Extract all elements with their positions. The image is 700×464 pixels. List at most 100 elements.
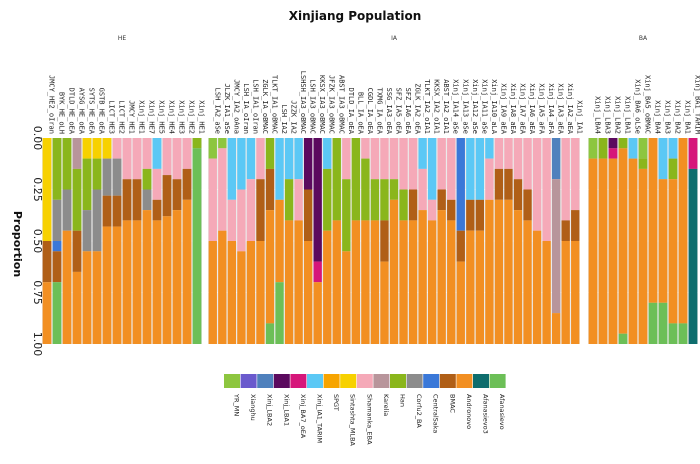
bar-SFZ_IA6_oEA bbox=[399, 138, 408, 344]
bar-ABST_IA3_oBMAC bbox=[332, 138, 341, 344]
bar-Xinj_LBA1 bbox=[618, 138, 628, 344]
sample-label: Xinj_HE1 bbox=[138, 100, 146, 134]
bar-segment-Shamanka_EBA bbox=[246, 179, 256, 241]
bar-LICT_HE3 bbox=[102, 138, 112, 344]
bar-segment-Andronovo bbox=[351, 220, 361, 344]
bar-segment-Andronovo bbox=[132, 220, 142, 344]
bar-segment-Xinj_IA1_TARIM bbox=[475, 138, 485, 200]
sample-label: Xinj_IA12_aSe bbox=[471, 79, 479, 134]
bar-segment-Andronovo bbox=[62, 230, 72, 344]
bar-segment-Xinj_IA1_TARIM bbox=[284, 138, 294, 180]
bar-segment-Andronovo bbox=[427, 220, 437, 344]
bar-segment-Shamanka_EBA bbox=[532, 138, 542, 231]
bar-segment-Andronovo bbox=[504, 199, 513, 344]
bar-segment-Han bbox=[265, 138, 275, 169]
legend-swatch bbox=[273, 374, 290, 388]
bar-segment-BMAC bbox=[172, 179, 182, 211]
bar-segment-Andronovo bbox=[408, 220, 418, 344]
bar-segment-Corfu2_BA bbox=[52, 199, 62, 241]
sample-label: SFZ_IA5_oEA bbox=[395, 88, 403, 135]
bar-segment-Han bbox=[598, 138, 608, 159]
bar-segment-Corfu2_BA bbox=[102, 158, 112, 196]
sample-label: SFZ_IA6_oEA bbox=[404, 88, 412, 135]
bar-segment-Shamanka_EBA bbox=[380, 138, 389, 180]
bar-segment-Andronovo bbox=[102, 226, 112, 344]
chart-title: Xinjiang Population bbox=[289, 9, 422, 23]
bar-segment-BMAC bbox=[513, 179, 523, 211]
bar-segment-Shamanka_EBA bbox=[152, 168, 162, 200]
bar-segment-Andronovo bbox=[284, 220, 294, 344]
bar-segment-Shamanka_EBA bbox=[294, 179, 303, 221]
sample-label: JFZK_IA3_oBMAC bbox=[328, 75, 336, 134]
bar-ZGLK_IA_oBMAC bbox=[256, 138, 265, 344]
bar-JFZK_IA3_oBMAC bbox=[323, 138, 332, 344]
bar-segment-Afanasievo bbox=[678, 323, 688, 344]
bar-segment-Xinj_IA1_TARIM bbox=[323, 138, 332, 169]
sample-label: DTLD_IA_oEA bbox=[347, 88, 355, 135]
bar-Xinj_IA11_aSe bbox=[475, 138, 485, 344]
bar-segment-Xinj_BA7_oEA bbox=[688, 138, 698, 169]
sample-label: Xinj_BA6_oLSe bbox=[634, 79, 642, 134]
bar-segment-BMAC bbox=[303, 189, 313, 241]
bar-segment-Shamanka_EBA bbox=[561, 138, 570, 221]
sample-label: Xinj_IA13_aSe bbox=[461, 79, 469, 134]
bar-SYTS_HE_oEA bbox=[82, 138, 92, 344]
bar-segment-Andronovo bbox=[227, 241, 237, 344]
bar-segment-Andronovo bbox=[323, 230, 332, 344]
bar-segment-Sintashta_MLBA bbox=[42, 138, 52, 241]
sample-label: ABST_IA2_oIA1 bbox=[442, 79, 450, 134]
bar-segment-Xinj_IA1_TARIM bbox=[668, 138, 678, 159]
bar-segment-Corfu2_BA bbox=[92, 189, 102, 252]
bar-segment-Shamanka_EBA bbox=[513, 138, 523, 180]
bar-TLKT_IA2_oIA1 bbox=[418, 138, 427, 344]
sample-label: Xinj_LBA3 bbox=[604, 96, 612, 134]
bar-segment-Han bbox=[284, 179, 294, 221]
bar-SFZ_IA5_oEA bbox=[389, 138, 399, 344]
legend-item-BMAC: BMAC bbox=[439, 374, 456, 413]
bar-segment-Andronovo bbox=[112, 226, 122, 344]
bar-segment-BMAC bbox=[494, 168, 504, 200]
y-axis: 0.00 0.25 0.50 0.75 1.00 bbox=[31, 126, 44, 357]
bar-Xinj_HE1 bbox=[192, 138, 202, 344]
bar-segment-Han bbox=[389, 179, 399, 200]
bar-LSH_IA2_aSe bbox=[208, 138, 217, 344]
bar-segment-Shamanka_EBA bbox=[485, 158, 494, 200]
legend-swatch bbox=[290, 374, 307, 388]
bar-segment-Shamanka_EBA bbox=[389, 138, 399, 180]
bar-segment-Shamanka_EBA bbox=[237, 189, 246, 252]
sample-label: LSH_IA3_oBMAC bbox=[309, 79, 317, 134]
bar-Xinj_HE1 bbox=[132, 138, 142, 344]
sample-label: Xinj_HE3 bbox=[178, 100, 186, 134]
bar-segment-Afanasievo3 bbox=[688, 168, 698, 344]
bar-segment-BMAC bbox=[523, 189, 532, 221]
sample-label: Xinj_LBA4 bbox=[594, 96, 602, 134]
bar-segment-Xinj_LBA1 bbox=[608, 138, 618, 149]
bar-DTLD_IA_oEA bbox=[342, 138, 351, 344]
sample-label: GSTB_HE_oEA bbox=[98, 88, 106, 135]
bar-segment-BMAC bbox=[475, 199, 485, 231]
bar-segment-Andronovo bbox=[152, 220, 162, 344]
bar-segment-Sintashta_MLBA bbox=[82, 138, 92, 159]
bar-segment-Andronovo bbox=[332, 220, 341, 344]
bar-segment-Shamanka_EBA bbox=[256, 138, 265, 180]
bar-segment-Shamanka_EBA bbox=[542, 138, 551, 241]
bar-segment-Andronovo bbox=[456, 261, 465, 344]
sample-label: TLKT_IA2_oIA1 bbox=[423, 79, 431, 134]
sample-label: JLZK_IA1_aSe bbox=[223, 83, 231, 134]
legend-swatch bbox=[473, 374, 489, 388]
legend-item-Xinj_BA7_oEA: Xinj_BA7_oEA bbox=[290, 374, 307, 439]
bar-Xinj_HE7 bbox=[142, 138, 152, 344]
legend-label: SPGT bbox=[332, 394, 340, 411]
bar-segment-Andronovo bbox=[218, 230, 227, 344]
bar-Xinj_IA14_aSe bbox=[447, 138, 456, 344]
bar-segment-Xinj_IA1_TARIM bbox=[246, 138, 256, 180]
bar-segment-Sintashta_MLBA bbox=[92, 138, 102, 159]
bar-segment-Shamanka_EBA bbox=[504, 138, 513, 169]
bar-segment-Andronovo bbox=[437, 210, 446, 344]
legend-swatch bbox=[439, 374, 456, 388]
bar-segment-Andronovo bbox=[265, 210, 275, 324]
sample-label: BYK_HE_oLH bbox=[58, 92, 66, 134]
sample-label: Xinj_IA10_aLA bbox=[490, 79, 498, 135]
